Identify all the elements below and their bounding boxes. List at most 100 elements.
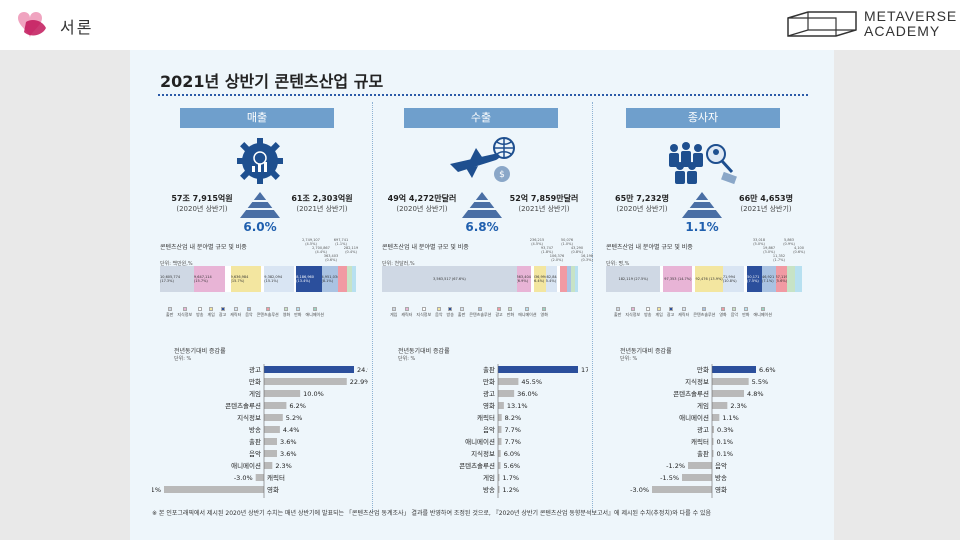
growth-category-label: 방송 bbox=[715, 473, 727, 482]
legend-swatch bbox=[167, 307, 172, 311]
growth-category-label: 음악 bbox=[483, 426, 495, 434]
share-segment: 3,563,517 (67.6%) bbox=[382, 266, 517, 292]
growth-category-label: 광고 bbox=[249, 366, 261, 374]
share-callout: 19,867 (3.0%) bbox=[762, 246, 776, 254]
growth-value-label: 0.1% bbox=[717, 438, 734, 446]
brand-name: 서론 bbox=[60, 18, 94, 37]
legend-label: 만화 bbox=[506, 312, 515, 317]
gear-money-icon bbox=[237, 138, 283, 184]
share-callout: 282,119 (0.4%) bbox=[343, 246, 359, 254]
growth-bar bbox=[498, 450, 501, 457]
pyramid-icon bbox=[240, 192, 280, 218]
legend-label: 음악 bbox=[730, 312, 739, 317]
legend-item: 만화 bbox=[294, 307, 302, 318]
growth-bar-chart: 출판 178.4% 만화 45.5% 광고 36.0% 영화 13.1% 캐릭터 8.2% 음악 7.… bbox=[459, 364, 588, 498]
growth-bar bbox=[498, 462, 501, 469]
growth-category-label: 광고 bbox=[697, 426, 709, 434]
legend-label: 게임 bbox=[390, 312, 398, 317]
growth-bar bbox=[498, 390, 515, 397]
pyramid-icon bbox=[462, 192, 502, 218]
share-segment: 71,994 (10.8%) bbox=[722, 266, 745, 292]
growth-category-label: 지식정보 bbox=[237, 413, 261, 422]
share-segment bbox=[566, 266, 571, 292]
growth-value-label: 36.0% bbox=[517, 390, 538, 398]
growth-value-label: 10.0% bbox=[303, 390, 324, 398]
growth-category-label: 게임 bbox=[483, 473, 495, 482]
growth-bar bbox=[712, 402, 728, 409]
share-segment: 92,476 (13.9%) bbox=[695, 266, 723, 292]
stack-title: 콘텐츠산업 내 분야별 규모 및 비중 bbox=[382, 244, 469, 251]
growth-bar bbox=[712, 366, 756, 373]
share-callout: 93,747 (1.8%) bbox=[540, 246, 554, 254]
legend-item: 캐릭터 bbox=[678, 307, 689, 318]
legend-swatch bbox=[197, 307, 202, 311]
stack-unit: 단위: 천달러,% bbox=[382, 261, 415, 267]
legend-label: 콘텐츠솔루션 bbox=[693, 312, 716, 317]
legend-swatch bbox=[220, 307, 225, 311]
legend-item: 지식정보 bbox=[416, 307, 431, 318]
growth-chart-unit: 단위: % bbox=[398, 356, 416, 362]
period-note: (2020년 상반기) bbox=[396, 205, 448, 213]
growth-value-label: -1.5% bbox=[660, 474, 679, 482]
growth-chart-unit: 단위: % bbox=[620, 356, 638, 362]
legend-swatch bbox=[404, 307, 409, 311]
growth-rate: 6.8% bbox=[465, 220, 499, 234]
legend-item: 콘텐츠솔루션 bbox=[693, 307, 715, 318]
period-note: (2021년 상반기) bbox=[518, 205, 570, 213]
legend-label: 애니메이션 bbox=[518, 312, 537, 317]
legend-swatch bbox=[702, 307, 707, 311]
stack-unit: 단위: 명,% bbox=[606, 261, 630, 267]
legend-label: 지식정보 bbox=[416, 312, 432, 317]
legend-item: 게임 bbox=[655, 307, 663, 318]
growth-value-label: 3.6% bbox=[280, 438, 297, 446]
panel-header: 종사자 bbox=[626, 108, 780, 128]
growth-chart-title: 전년동기대비 증감률 bbox=[174, 348, 226, 355]
legend-item: 영화 bbox=[541, 307, 548, 318]
legend-label: 음악 bbox=[435, 312, 443, 317]
share-segment bbox=[744, 266, 748, 292]
growth-bar-chart: 광고 24.9% 만화 22.9% 게임 10.0% 콘텐츠솔루션 6.2% 지식정보 5.2% 방… bbox=[152, 364, 368, 498]
growth-bar bbox=[712, 378, 749, 385]
share-callout: 106,376 (2.0%) bbox=[549, 254, 565, 262]
growth-bar bbox=[712, 414, 720, 421]
growth-bar bbox=[688, 462, 712, 469]
stack-title: 콘텐츠산업 내 분야별 규모 및 비중 bbox=[606, 244, 693, 251]
panel-header: 수출 bbox=[404, 108, 558, 128]
share-segment: 282,848 (5.4%) bbox=[546, 266, 558, 292]
growth-bar bbox=[264, 438, 278, 445]
exports-2021: 52억 7,859만달러 (2021년 상반기) bbox=[502, 194, 586, 214]
legend-label: 방송 bbox=[644, 312, 652, 317]
growth-value-label: 7.7% bbox=[504, 438, 521, 446]
growth-bar bbox=[255, 474, 264, 481]
growth-value-label: -3.0% bbox=[234, 474, 253, 482]
growth-value-label: 13.1% bbox=[507, 402, 528, 410]
legend-swatch bbox=[542, 307, 547, 311]
share-segment: 9,647,114 (15.7%) bbox=[193, 266, 225, 292]
legend-swatch bbox=[246, 307, 251, 311]
share-callout: 16,198 (0.3%) bbox=[580, 254, 594, 262]
growth-bar bbox=[498, 438, 502, 445]
top-bar: 서론 METAVERSE ACADEMY bbox=[0, 0, 960, 50]
legend-item: 지식정보 bbox=[625, 307, 640, 318]
legend-item: 만화 bbox=[507, 307, 514, 318]
legend-label: 캐릭터 bbox=[401, 312, 413, 317]
growth-category-label: 방송 bbox=[483, 485, 495, 494]
legend-item: 출판 bbox=[458, 307, 465, 318]
legend-label: 영화 bbox=[540, 312, 548, 317]
share-segment: 46,921 (7.1%) bbox=[761, 266, 776, 292]
share-segment: 363,404 (6.9%) bbox=[516, 266, 531, 292]
growth-value-label: 178.4% bbox=[581, 366, 588, 374]
academy-name: METAVERSE ACADEMY bbox=[864, 9, 957, 39]
share-segment bbox=[347, 266, 353, 292]
legend-item: 애니메이션 bbox=[518, 307, 537, 318]
growth-value-label: 5.5% bbox=[752, 378, 769, 386]
title-divider bbox=[158, 94, 808, 96]
share-segment: 8,186,960 (13.4%) bbox=[296, 266, 323, 292]
legend-item: 출판 bbox=[614, 307, 621, 318]
stack-title: 콘텐츠산업 내 분야별 규모 및 비중 bbox=[160, 244, 247, 251]
employees-2021: 66만 4,653명 (2021년 상반기) bbox=[724, 194, 808, 214]
share-segment bbox=[794, 266, 802, 292]
legend-label: 게임 bbox=[207, 312, 215, 317]
growth-bar bbox=[498, 378, 519, 385]
share-callout: 2,749,107 (4.5%) bbox=[302, 238, 320, 246]
